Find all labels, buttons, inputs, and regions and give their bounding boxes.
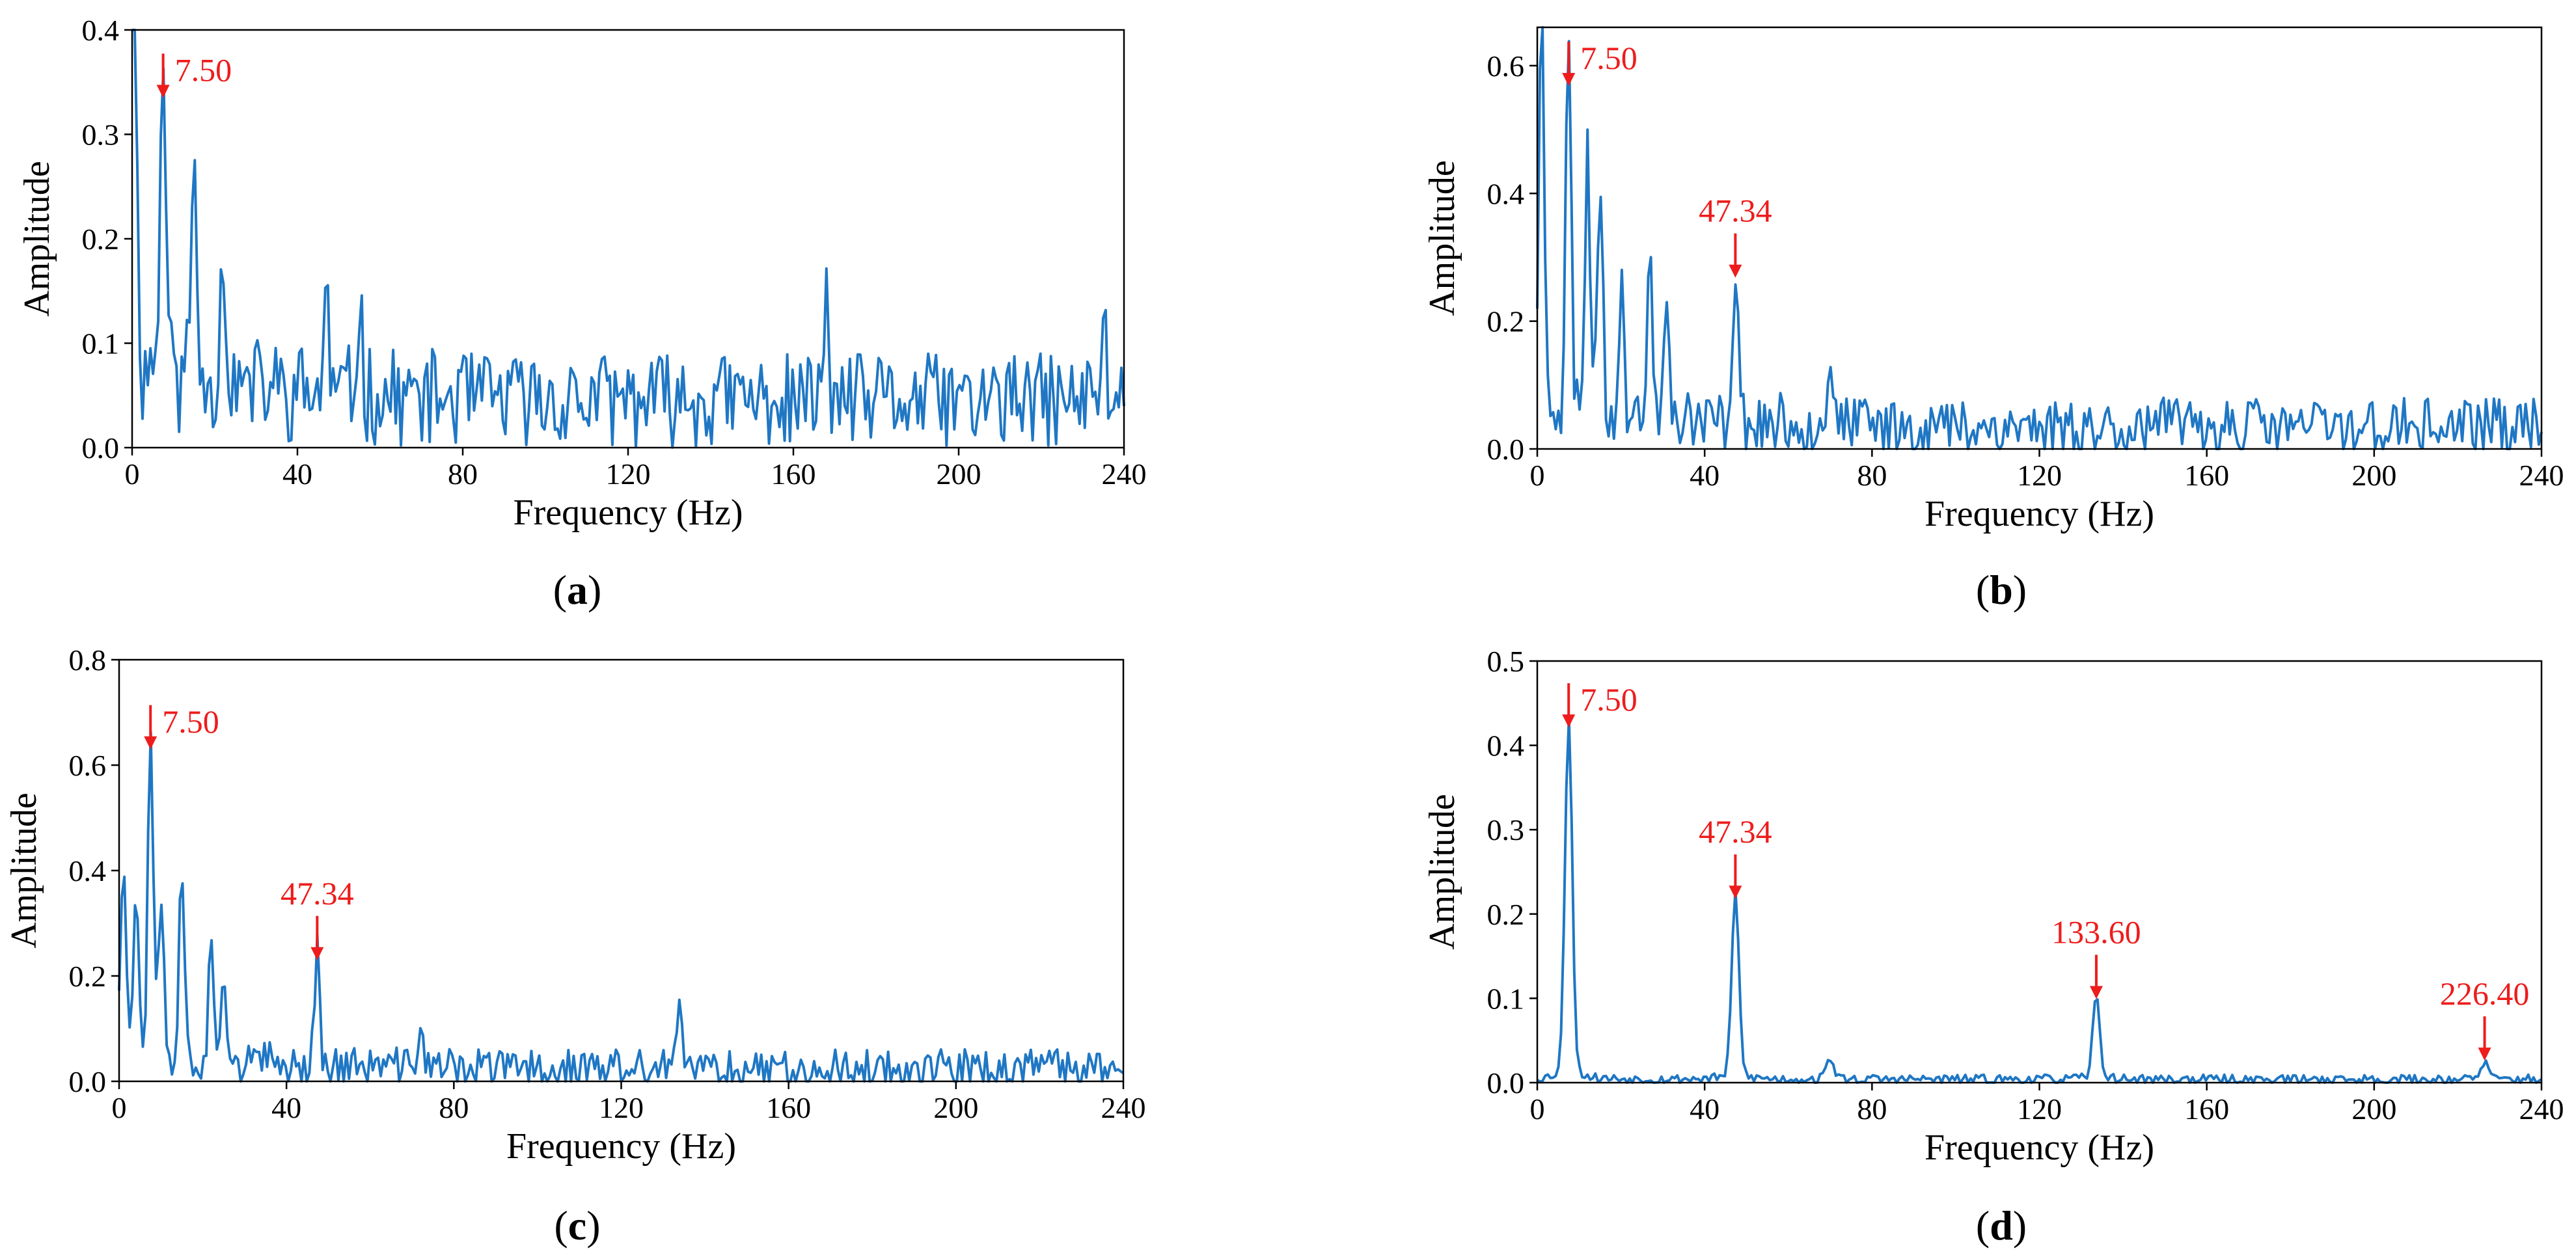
y-axis-label: Amplitude	[1422, 794, 1462, 950]
panel-caption: (b)	[1976, 567, 2027, 613]
x-tick-label: 120	[599, 1091, 644, 1124]
y-axis-label: Amplitude	[17, 161, 57, 317]
y-tick-label: 0.3	[1487, 813, 1525, 846]
x-tick-label: 0	[1530, 1092, 1545, 1126]
y-tick-label: 0.4	[69, 854, 107, 887]
annotation-arrow-head	[1729, 264, 1742, 278]
x-tick-label: 240	[1101, 1091, 1146, 1124]
y-tick-label: 0.8	[69, 643, 107, 677]
x-tick-label: 80	[439, 1091, 469, 1124]
x-tick-label: 0	[1530, 459, 1545, 492]
annotation-label: 226.40	[2440, 975, 2530, 1012]
annotation-arrow-head	[156, 85, 170, 98]
x-tick-label: 160	[771, 457, 816, 491]
y-tick-label: 0.1	[1487, 982, 1525, 1015]
plot-frame-d	[1536, 660, 2543, 1084]
annotation-arrow-head	[1729, 885, 1742, 899]
y-tick-label: 0.2	[82, 223, 120, 256]
annotation-arrow-head	[2478, 1048, 2491, 1061]
x-tick-label: 240	[2519, 459, 2564, 492]
x-tick-label: 200	[2351, 1092, 2396, 1126]
x-tick-label: 0	[112, 1091, 127, 1124]
y-tick-label: 0.4	[1487, 177, 1525, 210]
annotation-label: 47.34	[281, 875, 354, 912]
y-axis-label: Amplitude	[1422, 160, 1462, 316]
y-axis-label: Amplitude	[4, 792, 44, 949]
spectrum-line-d	[1537, 716, 2543, 1084]
x-tick-label: 160	[2184, 459, 2229, 492]
annotation-arrow-head	[1562, 714, 1576, 728]
y-tick-label: 0.3	[82, 118, 120, 152]
annotation-label: 47.34	[1699, 813, 1772, 850]
y-tick-label: 0.6	[1487, 49, 1525, 83]
y-tick-label: 0.2	[1487, 305, 1525, 338]
spectrum-line-c	[118, 731, 1125, 1083]
chart-panel-a: 0 40 80 120 160 200 240 0.0 0.1 0.2 0.3 0.4 Frequenc…	[17, 14, 1147, 613]
x-tick-label: 120	[2017, 459, 2062, 492]
x-axis-label: Frequency (Hz)	[1925, 1128, 2154, 1168]
spectrum-line-a	[132, 29, 1125, 449]
x-tick-label: 40	[282, 457, 312, 491]
x-tick-label: 120	[606, 457, 651, 491]
x-tick-label: 0	[125, 457, 140, 491]
y-tick-label: 0.2	[69, 960, 107, 993]
spectrum-line-b	[1536, 26, 2543, 450]
x-tick-label: 160	[766, 1091, 811, 1124]
chart-panel-c: 0 40 80 120 160 200 240 0.0 0.2 0.4 0.6 0.8 Frequenc…	[4, 643, 1146, 1249]
annotation-label: 7.50	[175, 51, 232, 88]
x-tick-label: 120	[2017, 1092, 2062, 1126]
x-tick-label: 240	[2519, 1092, 2564, 1126]
panel-caption: (c)	[554, 1202, 600, 1249]
x-tick-label: 80	[1857, 459, 1887, 492]
panel-caption: (a)	[553, 567, 602, 613]
annotation-arrow-head	[1562, 73, 1576, 87]
y-tick-label: 0.0	[82, 431, 120, 465]
x-tick-label: 80	[448, 457, 478, 491]
y-tick-label: 0.4	[1487, 729, 1525, 763]
x-tick-label: 200	[937, 457, 981, 491]
y-tick-label: 0.6	[69, 749, 107, 782]
annotation-arrow-head	[310, 947, 324, 960]
y-tick-label: 0.0	[1487, 433, 1525, 466]
x-tick-label: 160	[2184, 1092, 2229, 1126]
y-tick-label: 0.2	[1487, 898, 1525, 931]
chart-panel-b: 0 40 80 120 160 200 240 0.0 0.2 0.4 0.6 Frequency (…	[1422, 26, 2564, 613]
annotation-label: 7.50	[1580, 681, 1637, 718]
y-tick-label: 0.4	[82, 14, 120, 47]
y-tick-label: 0.0	[69, 1065, 107, 1098]
annotation-label: 133.60	[2051, 913, 2141, 950]
x-tick-label: 40	[1690, 459, 1720, 492]
x-axis-label: Frequency (Hz)	[506, 1126, 736, 1167]
annotation-label: 7.50	[162, 703, 219, 740]
y-tick-label: 0.5	[1487, 645, 1525, 678]
plot-frame-b	[1536, 26, 2543, 450]
x-tick-label: 240	[1102, 457, 1147, 491]
x-axis-label: Frequency (Hz)	[1925, 494, 2154, 534]
y-tick-label: 0.1	[82, 327, 120, 360]
panel-caption: (d)	[1976, 1202, 2027, 1249]
annotation-arrow-head	[144, 736, 158, 750]
annotation-arrow-head	[2089, 986, 2103, 999]
x-tick-label: 40	[1690, 1092, 1720, 1126]
annotation-label: 47.34	[1699, 193, 1772, 229]
x-tick-label: 200	[2351, 459, 2396, 492]
x-tick-label: 200	[933, 1091, 978, 1124]
x-axis-label: Frequency (Hz)	[514, 493, 743, 533]
x-tick-label: 40	[271, 1091, 301, 1124]
chart-panel-d: 0 40 80 120 160 200 240 0.0 0.1 0.2 0.3 0.4 0.5 Frequ…	[1422, 645, 2564, 1249]
y-tick-label: 0.0	[1487, 1066, 1525, 1100]
plot-frame-c	[118, 658, 1125, 1083]
x-tick-label: 80	[1857, 1092, 1887, 1126]
annotation-label: 7.50	[1580, 40, 1637, 76]
